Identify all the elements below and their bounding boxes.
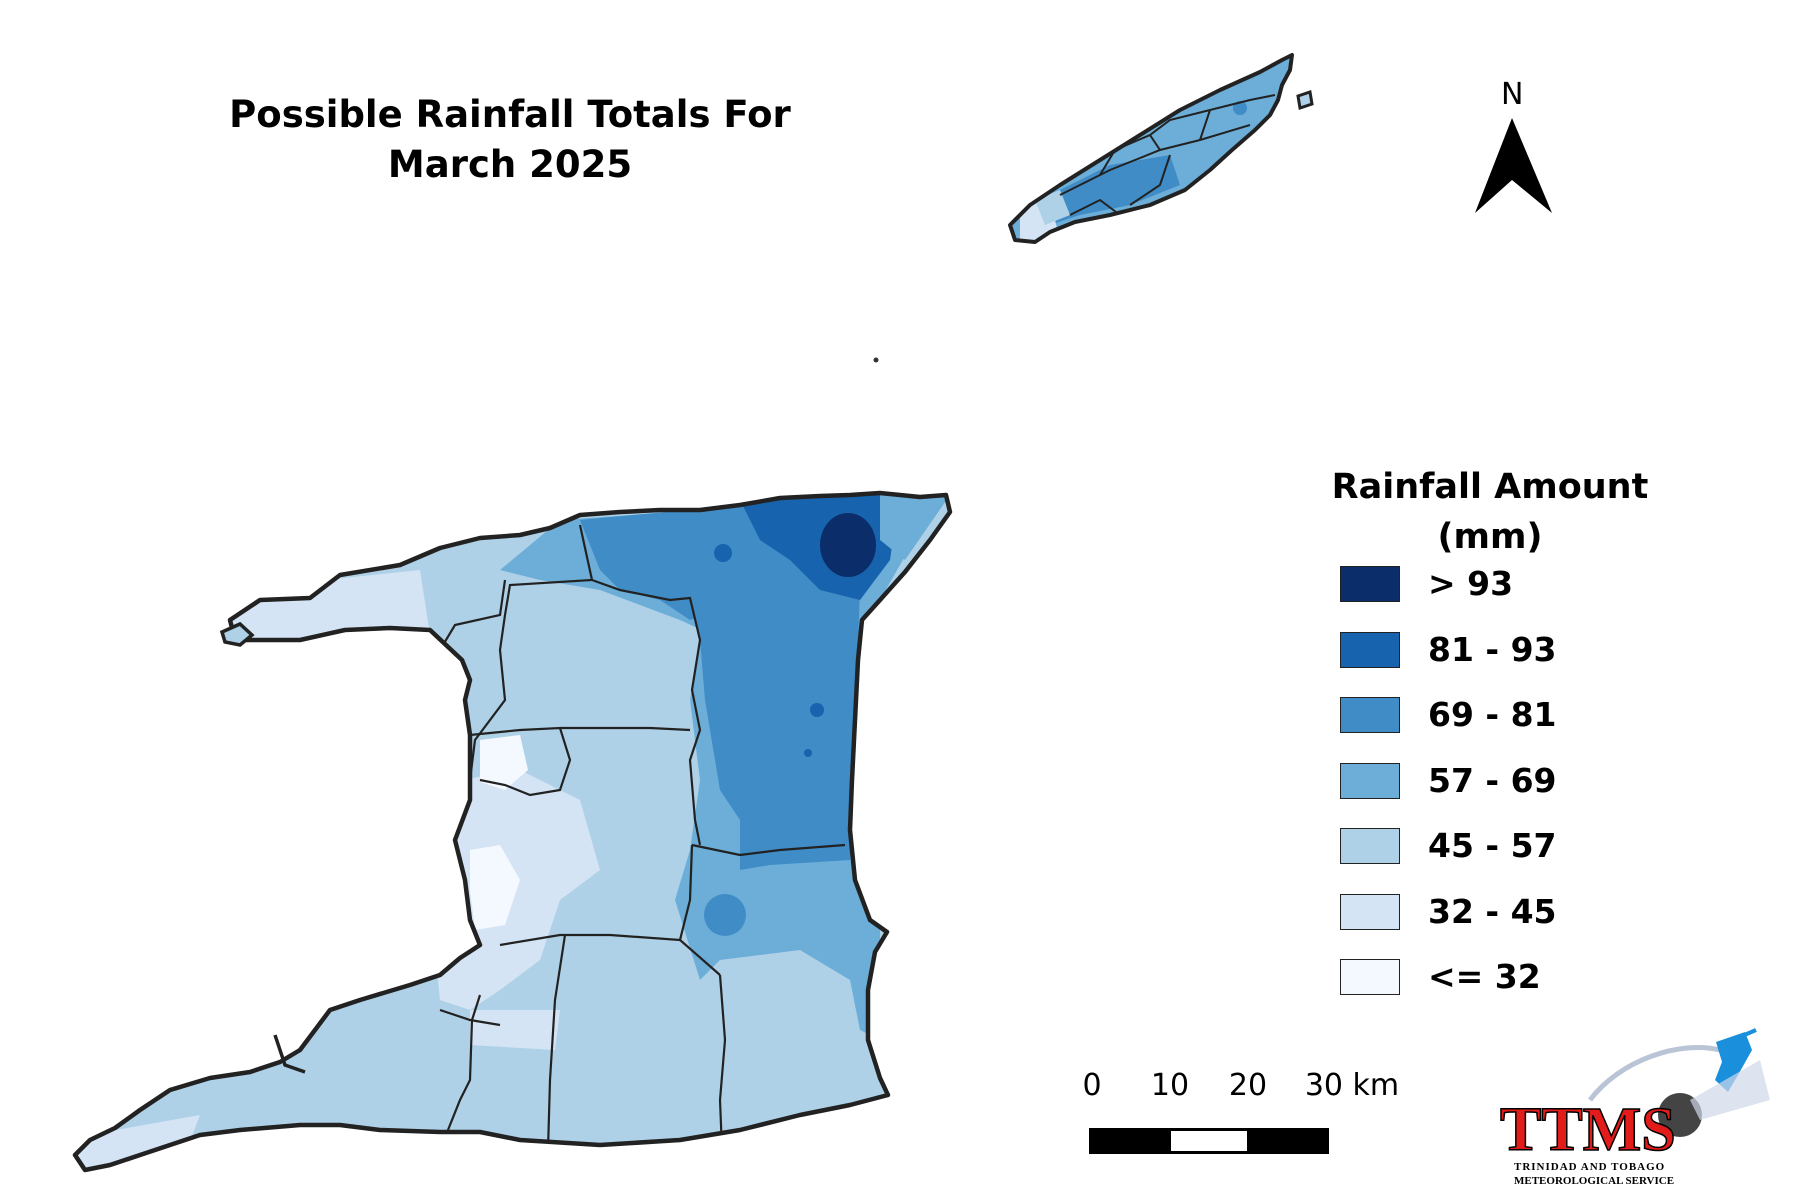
legend-item: 57 - 69 [1340, 760, 1557, 829]
legend-swatch [1340, 959, 1400, 995]
legend-label: > 93 [1428, 564, 1514, 603]
legend-title-line1: Rainfall Amount [1331, 467, 1649, 507]
scale-tick-label: 20 [1228, 1068, 1268, 1103]
legend-swatch [1340, 893, 1400, 930]
logo-trinidad-shape [1715, 1032, 1752, 1092]
legend-title: Rainfall Amount (mm) [1310, 462, 1670, 562]
logo-text: TTMS [1500, 1096, 1676, 1164]
legend-label: <= 32 [1428, 957, 1541, 996]
logo-light-beam [1690, 1060, 1770, 1120]
north-west-islet [219, 621, 255, 647]
legend-label: 69 - 81 [1428, 695, 1557, 734]
north-arrow-label: N [1501, 77, 1524, 112]
legend-item: 45 - 57 [1340, 828, 1557, 894]
ttms-logo: TTMS TRINIDAD AND TOBAGO METEOROLOGICAL … [1499, 1028, 1770, 1187]
south-west-peninsula-hook [273, 1034, 306, 1074]
map-title-line2: March 2025 [387, 143, 633, 186]
tobago-rainfall-shading [1010, 55, 1292, 242]
legend-item: > 93 [1340, 566, 1557, 632]
tiny-islet [873, 357, 879, 363]
map-title-line1: Possible Rainfall Totals For [229, 93, 791, 136]
legend-label: 81 - 93 [1428, 629, 1557, 669]
logo-tobago-shape [1741, 1028, 1757, 1038]
map-title: Possible Rainfall Totals For March 2025 [150, 90, 870, 190]
legend-item: <= 32 [1340, 959, 1557, 1025]
legend-item: 32 - 45 [1340, 891, 1557, 960]
trinidad-region-borders [418, 524, 846, 1151]
north-arrow-icon [1475, 118, 1552, 213]
legend: > 93 81 - 93 69 - 81 57 - 69 45 - 57 32 … [1340, 566, 1557, 1025]
legend-title-line2: (mm) [1437, 517, 1543, 557]
scale-tick-label: 10 [1150, 1068, 1190, 1103]
satellite-dish-icon [1658, 1093, 1702, 1137]
legend-label: 57 - 69 [1428, 760, 1557, 800]
legend-label: 32 - 45 [1428, 891, 1557, 931]
legend-swatch [1340, 566, 1400, 602]
logo-subtitle-line1: TRINIDAD AND TOBAGO [1514, 1161, 1665, 1173]
logo-swoosh [1588, 1044, 1721, 1102]
legend-item: 69 - 81 [1340, 697, 1557, 763]
trinidad-outline [72, 490, 953, 1173]
scale-bar [1089, 1128, 1329, 1154]
legend-swatch [1340, 697, 1400, 733]
legend-swatch [1340, 762, 1400, 799]
scale-tick-label: 0 [1082, 1068, 1102, 1103]
scale-tick-label: 30 km [1304, 1068, 1400, 1103]
legend-label: 45 - 57 [1428, 826, 1557, 865]
little-tobago-islet [1296, 90, 1314, 110]
legend-swatch [1340, 828, 1400, 864]
tobago-outline [1008, 53, 1294, 244]
scale-bar-labels: 0 10 20 30 km [0, 1068, 1800, 1108]
trinidad-rainfall-shading [75, 493, 950, 1170]
legend-item: 81 - 93 [1340, 629, 1557, 698]
logo-subtitle-line2: METEOROLOGICAL SERVICE [1514, 1175, 1674, 1187]
legend-swatch [1340, 631, 1400, 668]
